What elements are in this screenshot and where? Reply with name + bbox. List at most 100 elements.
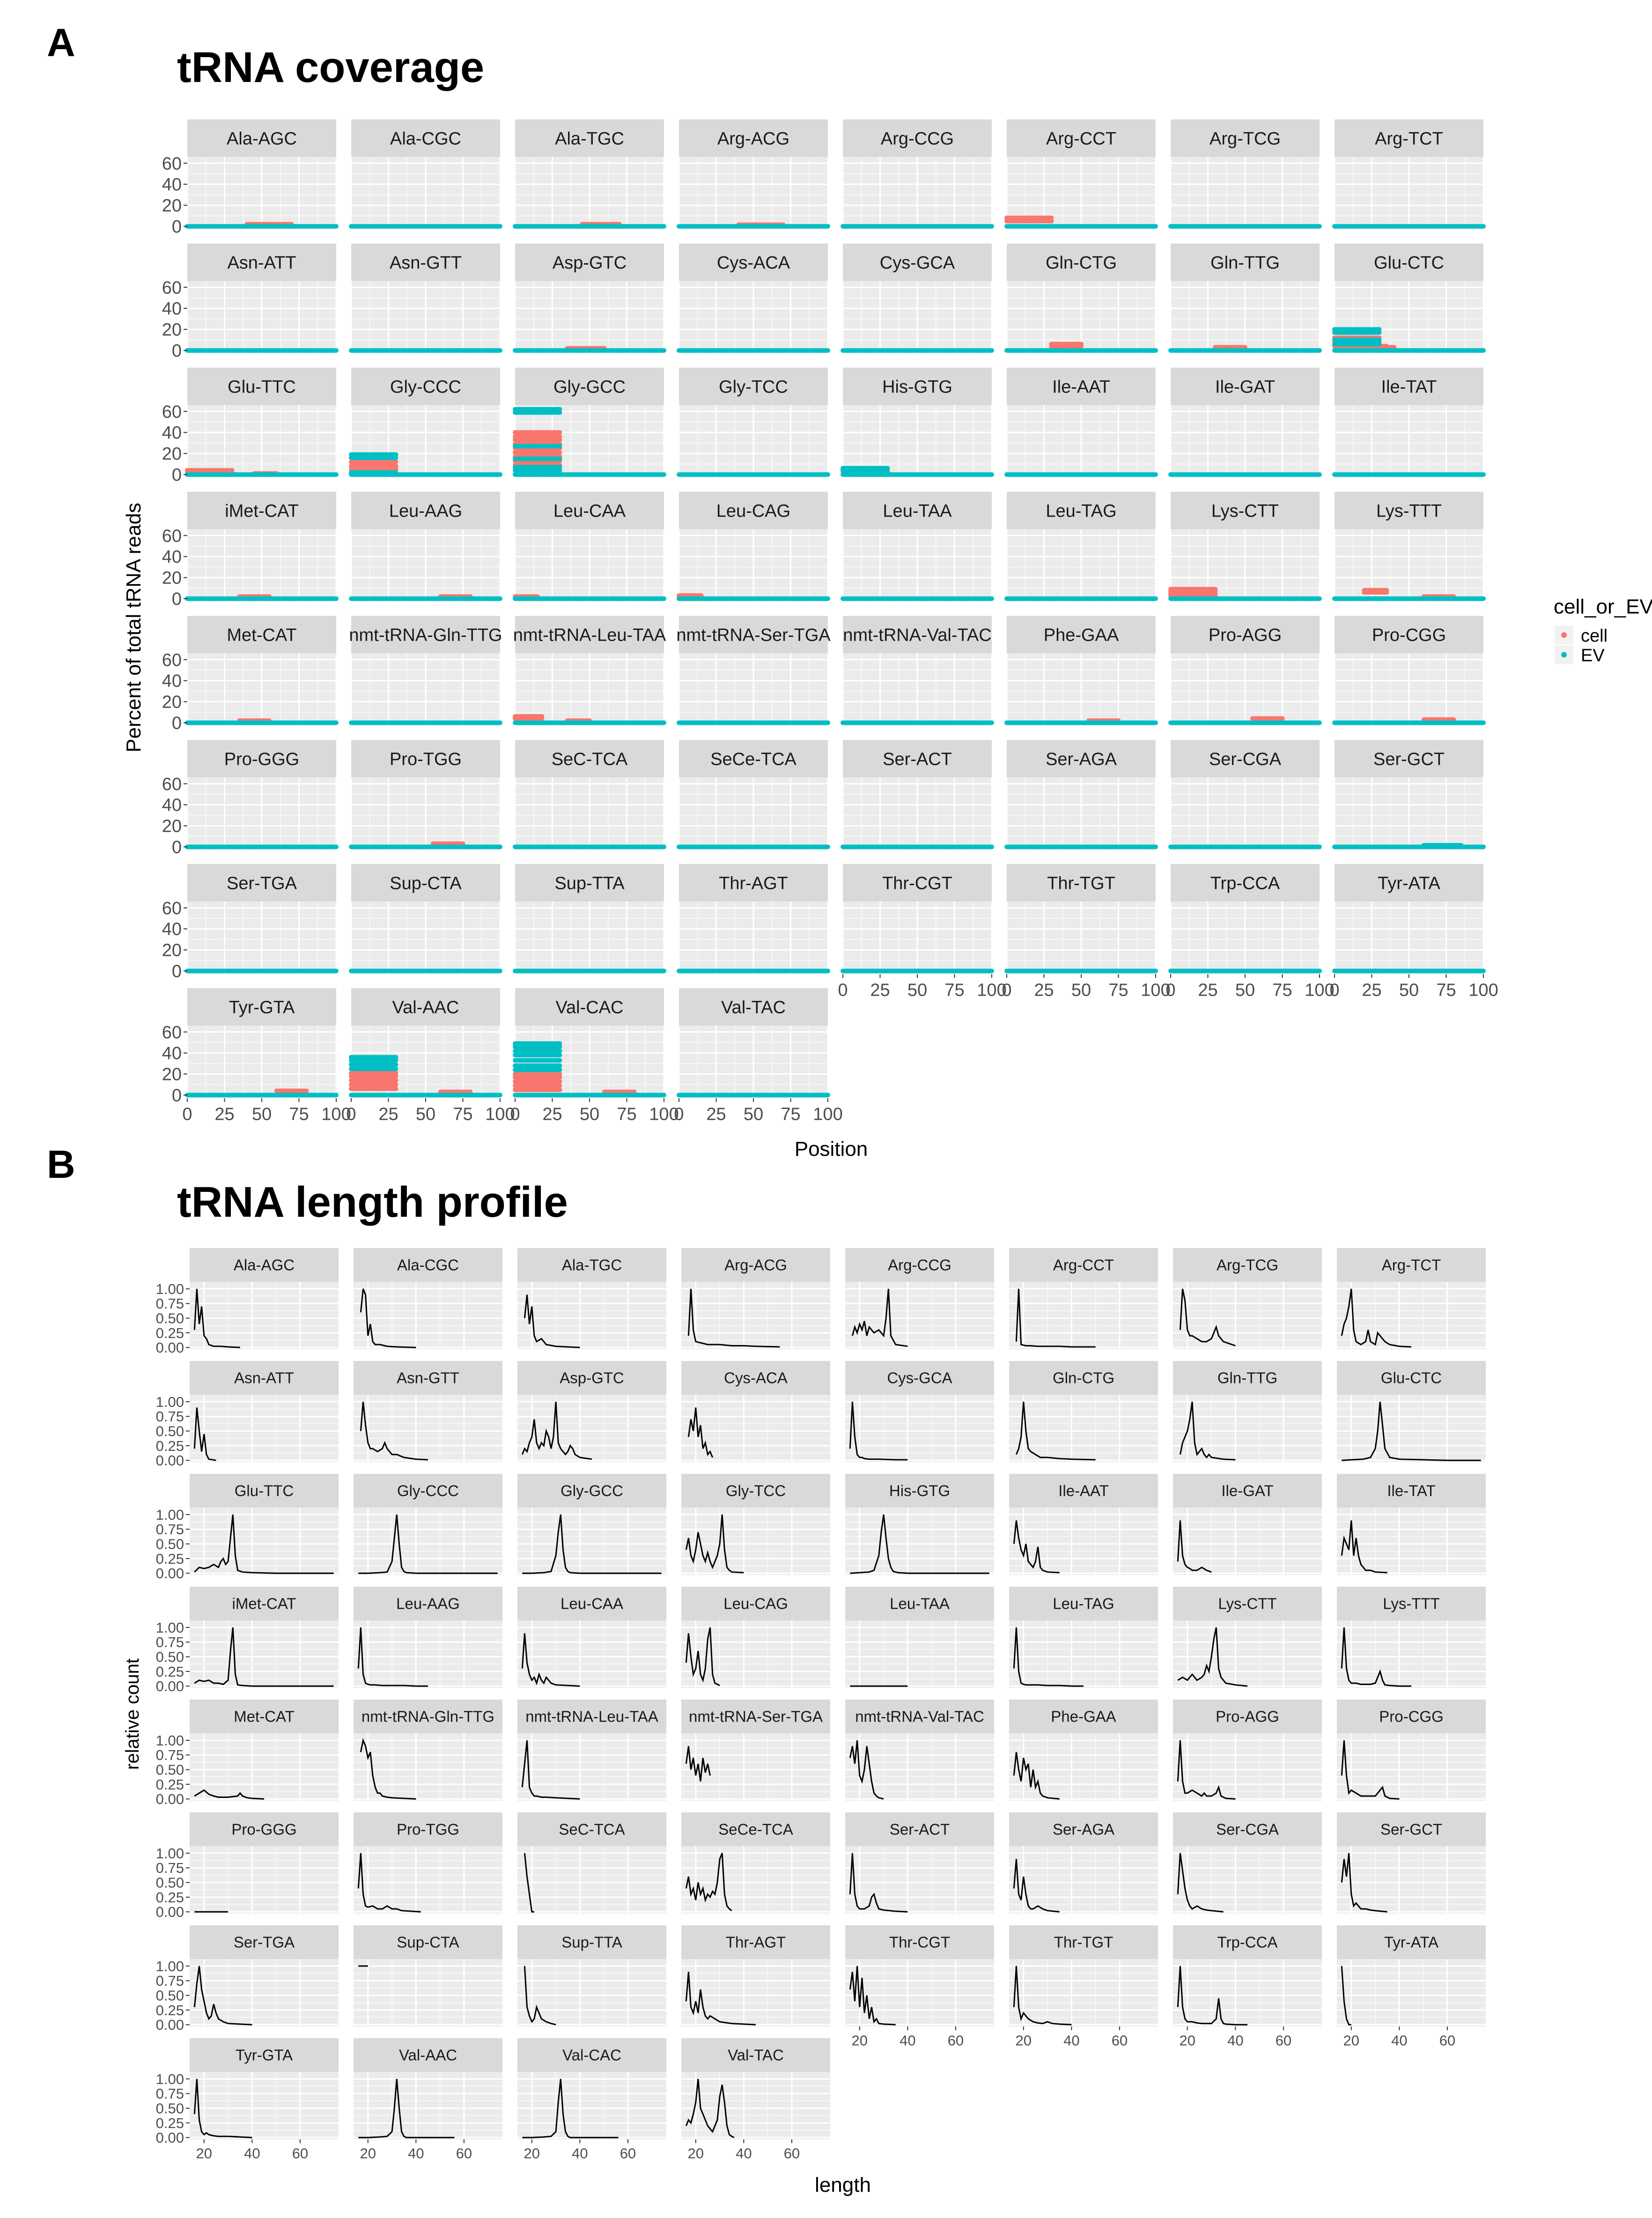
facet-strip-label: Leu-TAA xyxy=(883,501,952,521)
facet-strip-label: Arg-TCG xyxy=(1210,129,1281,148)
coverage-baseline-point xyxy=(989,596,994,601)
coverage-point xyxy=(557,468,562,473)
y-tick-label: 0 xyxy=(172,217,182,237)
facet-strip-label: Gln-CTG xyxy=(1046,253,1117,273)
facet-strip-label: Arg-CCG xyxy=(881,129,954,148)
y-tick-label: 60 xyxy=(162,278,182,298)
y-tick-label: 60 xyxy=(162,154,182,174)
facet-strip-label: Asn-ATT xyxy=(227,253,296,273)
facet-panel: His-GTG xyxy=(841,368,994,478)
coverage-baseline-point xyxy=(1153,348,1158,353)
facet-strip-label: Glu-TTC xyxy=(228,377,296,397)
facet-panel: Glu-CTC xyxy=(1332,244,1486,354)
facet-panel: Asp-GTC xyxy=(513,244,666,354)
coverage-baseline-point xyxy=(334,472,339,477)
panel-a-letter: A xyxy=(47,21,75,65)
coverage-point xyxy=(1377,330,1382,335)
facet-panel: Ala-CGC xyxy=(349,119,502,229)
facet-strip-label: Gln-TTG xyxy=(1210,253,1280,273)
facet-strip xyxy=(1171,119,1320,157)
facet-strip-label: Cys-ACA xyxy=(717,253,790,273)
coverage-baseline-point xyxy=(826,472,830,477)
panel-a-title: tRNA coverage xyxy=(177,44,484,91)
coverage-baseline-point xyxy=(334,596,339,601)
y-tick-label: 40 xyxy=(162,299,182,319)
facet-panel: Asn-GTT xyxy=(349,244,502,354)
facet-panel: Leu-TAG xyxy=(1004,492,1158,602)
facet-strip xyxy=(351,119,500,157)
coverage-baseline-point xyxy=(498,224,502,229)
y-tick-label: 40 xyxy=(162,423,182,443)
facet-panel: Arg-TCG xyxy=(1168,119,1322,229)
facet-strip-label: Asp-GTC xyxy=(553,253,627,273)
facet-panel: Arg-ACG xyxy=(677,119,830,229)
coverage-baseline-point xyxy=(826,224,830,229)
facet-strip-label: Leu-TAG xyxy=(1046,501,1116,521)
coverage-baseline-point xyxy=(662,348,666,353)
coverage-point xyxy=(393,455,398,460)
coverage-baseline-point xyxy=(1317,472,1322,477)
coverage-baseline-point xyxy=(1153,224,1158,229)
coverage-baseline-point xyxy=(334,224,339,229)
facet-strip-label: Ala-TGC xyxy=(555,129,624,148)
facet-panel: Gln-CTG xyxy=(1004,244,1158,354)
facet-strip-label: Arg-CCT xyxy=(1046,129,1116,148)
y-tick-label: 20 xyxy=(162,196,182,216)
coverage-point xyxy=(393,459,398,465)
coverage-baseline-point xyxy=(826,348,830,353)
coverage-baseline-point xyxy=(989,472,994,477)
facet-panel: Ile-AAT xyxy=(1004,368,1158,478)
facet-panel: Arg-CCT xyxy=(1004,119,1158,229)
coverage-baseline-point xyxy=(826,596,830,601)
facet-strip xyxy=(679,119,828,157)
coverage-point xyxy=(1377,341,1382,347)
facet-panel: Cys-GCA xyxy=(841,244,994,354)
coverage-point xyxy=(557,437,562,443)
facet-strip-label: Gly-TCC xyxy=(719,377,788,397)
facet-strip-label: Arg-TCT xyxy=(1375,129,1443,148)
coverage-point xyxy=(1079,344,1084,349)
coverage-baseline-point xyxy=(334,348,339,353)
facet-panel: Ala-TGC xyxy=(513,119,666,229)
coverage-point xyxy=(557,450,562,455)
facet-strip-label: Arg-ACG xyxy=(717,129,789,148)
coverage-point xyxy=(1049,219,1054,224)
facet-strip-label: Gly-GCC xyxy=(553,377,626,397)
coverage-baseline-point xyxy=(1153,472,1158,477)
facet-strip xyxy=(1335,119,1483,157)
coverage-baseline-point xyxy=(1481,348,1486,353)
facet-strip-label: Ile-GAT xyxy=(1215,377,1275,397)
facet-strip-label: Leu-AAG xyxy=(389,501,462,521)
facet-strip xyxy=(1007,119,1156,157)
facet-strip-label: Leu-CAA xyxy=(553,501,626,521)
coverage-baseline-point xyxy=(498,472,502,477)
facet-strip-label: iMet-CAT xyxy=(225,501,299,521)
coverage-baseline-point xyxy=(1481,472,1486,477)
y-tick-label: 0 xyxy=(172,590,182,609)
facet-panel: Arg-TCT xyxy=(1332,119,1486,229)
facet-panel: Leu-CAG xyxy=(677,492,830,602)
facet-strip-label: His-GTG xyxy=(882,377,952,397)
facet-panel: Ile-GAT xyxy=(1168,368,1322,478)
facet-panel: Leu-TAA xyxy=(841,492,994,602)
facet-panel: Gln-TTG xyxy=(1168,244,1322,354)
facet-panel: Gly-CCC xyxy=(349,368,502,478)
facet-strip-label: Leu-CAG xyxy=(716,501,790,521)
facet-strip-label: Cys-GCA xyxy=(880,253,955,273)
coverage-baseline-point xyxy=(498,348,502,353)
facet-panel: Leu-CAA xyxy=(513,492,666,602)
facet-panel: Cys-ACA xyxy=(677,244,830,354)
coverage-baseline-point xyxy=(989,224,994,229)
facet-panel: Arg-CCG xyxy=(841,119,994,229)
coverage-baseline-point xyxy=(989,348,994,353)
facet-strip xyxy=(515,119,664,157)
facet-panel: Ile-TAT xyxy=(1332,368,1486,478)
facet-panel: Gly-TCC xyxy=(677,368,830,478)
facet-strip-label: Asn-GTT xyxy=(390,253,462,273)
y-tick-label: 60 xyxy=(162,526,182,546)
y-tick-label: 40 xyxy=(162,547,182,567)
